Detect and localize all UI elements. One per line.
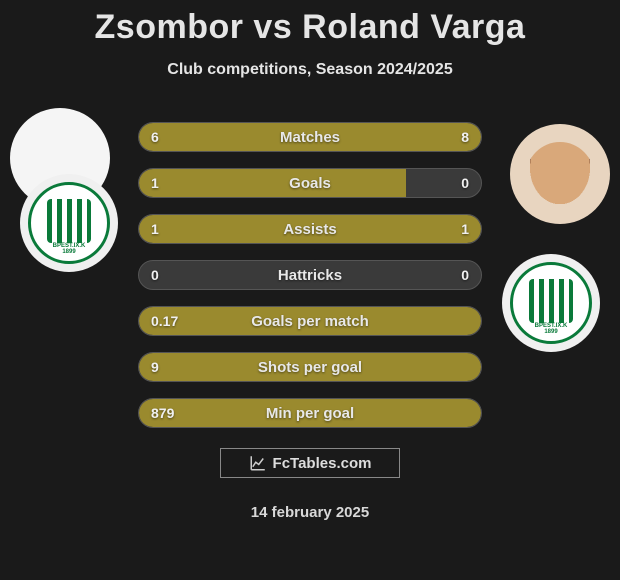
crest-year: 1899 xyxy=(62,249,75,255)
stat-label: Goals per match xyxy=(139,307,481,335)
stat-label: Min per goal xyxy=(139,399,481,427)
stat-label: Hattricks xyxy=(139,261,481,289)
stat-row: 11Assists xyxy=(138,214,482,244)
stat-label: Shots per goal xyxy=(139,353,481,381)
stat-row: 9Shots per goal xyxy=(138,352,482,382)
stat-label: Goals xyxy=(139,169,481,197)
footer-brand: FcTables.com xyxy=(220,448,400,478)
stats-container: 68Matches 10Goals 11Assists 00Hattricks 0.17… xyxy=(138,122,482,444)
stat-row: 68Matches xyxy=(138,122,482,152)
stat-row: 10Goals xyxy=(138,168,482,198)
footer-brand-text: FcTables.com xyxy=(273,455,372,472)
crest-year: 1899 xyxy=(544,329,557,335)
stat-row: 879Min per goal xyxy=(138,398,482,428)
stat-row: 00Hattricks xyxy=(138,260,482,290)
stat-row: 0.17Goals per match xyxy=(138,306,482,336)
footer-date: 14 february 2025 xyxy=(0,504,620,521)
chart-icon xyxy=(249,454,267,472)
subtitle: Club competitions, Season 2024/2025 xyxy=(0,61,620,79)
club-crest-right: BPEST.IX.K 1899 xyxy=(502,254,600,352)
page-title: Zsombor vs Roland Varga xyxy=(0,0,620,47)
club-crest-left: BPEST.IX.K 1899 xyxy=(20,174,118,272)
stat-label: Assists xyxy=(139,215,481,243)
stat-label: Matches xyxy=(139,123,481,151)
player-avatar-right xyxy=(510,124,610,224)
